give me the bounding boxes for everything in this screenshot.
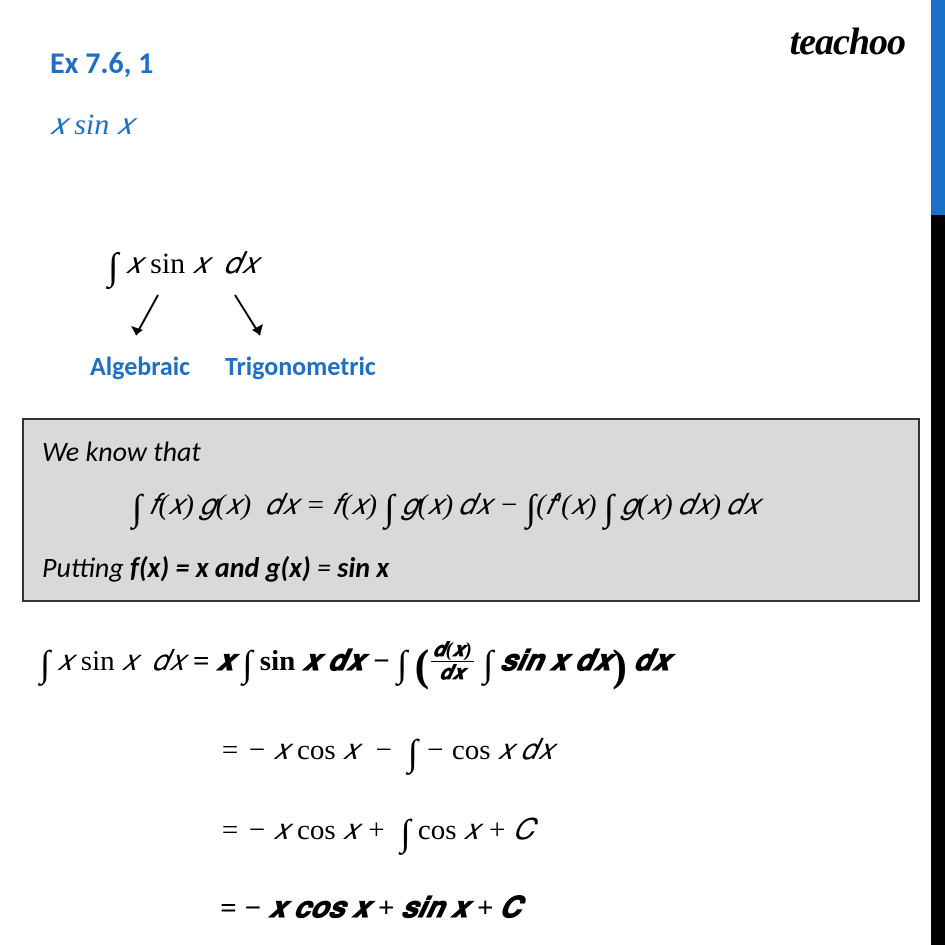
- arrow-algebraic: [128, 290, 178, 350]
- trigonometric-label: Trigonometric: [225, 350, 376, 382]
- step-1: ∫ 𝑥 sin 𝑥 𝑑𝑥 = 𝒙 ∫ sin 𝒙 𝒅𝒙 − ∫ (𝒅(𝒙)𝒅𝒙 …: [40, 640, 671, 691]
- arrow-trigonometric: [225, 290, 280, 350]
- brand-logo: teachoo: [790, 20, 905, 64]
- integration-by-parts-formula: ∫ 𝑓(𝑥) 𝑔(𝑥) 𝑑𝑥 = 𝑓(𝑥) ∫ 𝑔(𝑥) 𝑑𝑥 − ∫(𝑓′(𝑥…: [132, 487, 900, 530]
- sidebar-black: [931, 215, 945, 945]
- step-3: = − 𝑥 cos 𝑥 + ∫ cos 𝑥 + 𝐶: [220, 812, 535, 855]
- step-4: = − 𝒙 𝒄𝒐𝒔 𝒙 + 𝒔𝒊𝒏 𝒙 + 𝑪: [220, 892, 521, 925]
- problem-expression: 𝑥 sin 𝑥: [50, 108, 133, 142]
- step-2: = − 𝑥 cos 𝑥 − ∫ − cos 𝑥 𝑑𝑥: [220, 732, 554, 775]
- we-know-text: We know that: [42, 434, 900, 469]
- algebraic-label: Algebraic: [90, 350, 190, 382]
- formula-box: We know that ∫ 𝑓(𝑥) 𝑔(𝑥) 𝑑𝑥 = 𝑓(𝑥) ∫ 𝑔(𝑥…: [22, 418, 920, 602]
- sidebar-blue: [931, 0, 945, 215]
- exercise-label: Ex 7.6, 1: [50, 45, 153, 82]
- putting-text: Putting f(x) = x and g(x) = sin x: [42, 550, 900, 585]
- integral-expression: ∫ 𝑥 sin 𝑥 𝑑𝑥: [108, 245, 258, 289]
